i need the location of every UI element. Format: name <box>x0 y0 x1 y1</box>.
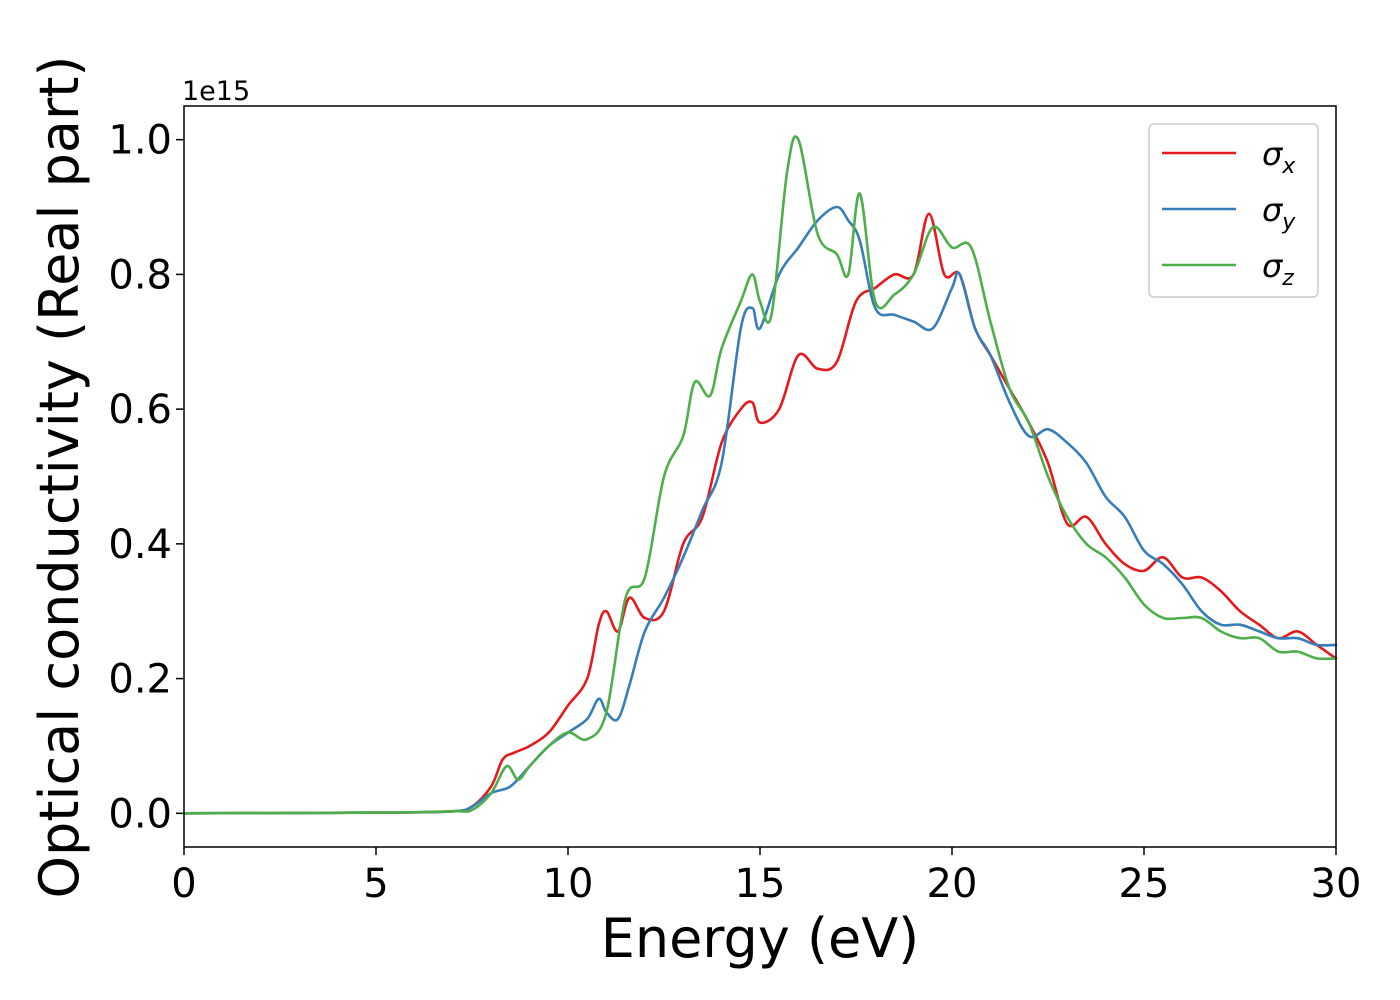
legend-subscript: x <box>1281 154 1296 179</box>
series-line-z <box>182 135 1338 815</box>
x-tick-label: 0 <box>171 861 196 907</box>
x-tick-label: 25 <box>1119 861 1170 907</box>
legend-symbol: σ <box>1262 191 1284 229</box>
y-axis-offset-label: 1e15 <box>182 76 250 107</box>
legend-label-y: σy <box>1262 191 1296 235</box>
y-tick-label: 0.2 <box>108 657 172 703</box>
x-axis-title: Energy (eV) <box>601 907 920 970</box>
y-tick-label: 1.0 <box>108 118 172 164</box>
y-tick-label: 0.0 <box>108 791 172 837</box>
x-tick-label: 5 <box>363 861 388 907</box>
x-tick-label: 10 <box>543 861 594 907</box>
y-tick-label: 0.8 <box>108 252 172 298</box>
legend-symbol: σ <box>1262 135 1284 173</box>
series-lines <box>182 135 1338 815</box>
series-line-y <box>182 205 1338 815</box>
x-tick-label: 15 <box>735 861 786 907</box>
legend-symbol: σ <box>1262 247 1284 285</box>
y-axis-ticks: 0.0 0.2 0.4 0.6 0.8 1.0 <box>108 118 184 837</box>
y-tick-label: 0.6 <box>108 387 172 433</box>
plot-area <box>182 135 1338 815</box>
legend-subscript: z <box>1281 266 1294 291</box>
series-line-x <box>182 212 1338 815</box>
plot-frame <box>183 105 1337 848</box>
x-tick-label: 20 <box>927 861 978 907</box>
y-tick-label: 0.4 <box>108 522 172 568</box>
y-axis-title: Optical conductivity (Real part) <box>28 56 91 899</box>
legend-box <box>1148 123 1319 298</box>
x-tick-label: 30 <box>1311 861 1362 907</box>
x-axis-ticks: 0 5 10 15 20 25 30 <box>171 847 1361 907</box>
legend-label-x: σx <box>1262 135 1296 179</box>
legend-label-z: σz <box>1262 247 1294 291</box>
legend-subscript: y <box>1281 210 1296 235</box>
